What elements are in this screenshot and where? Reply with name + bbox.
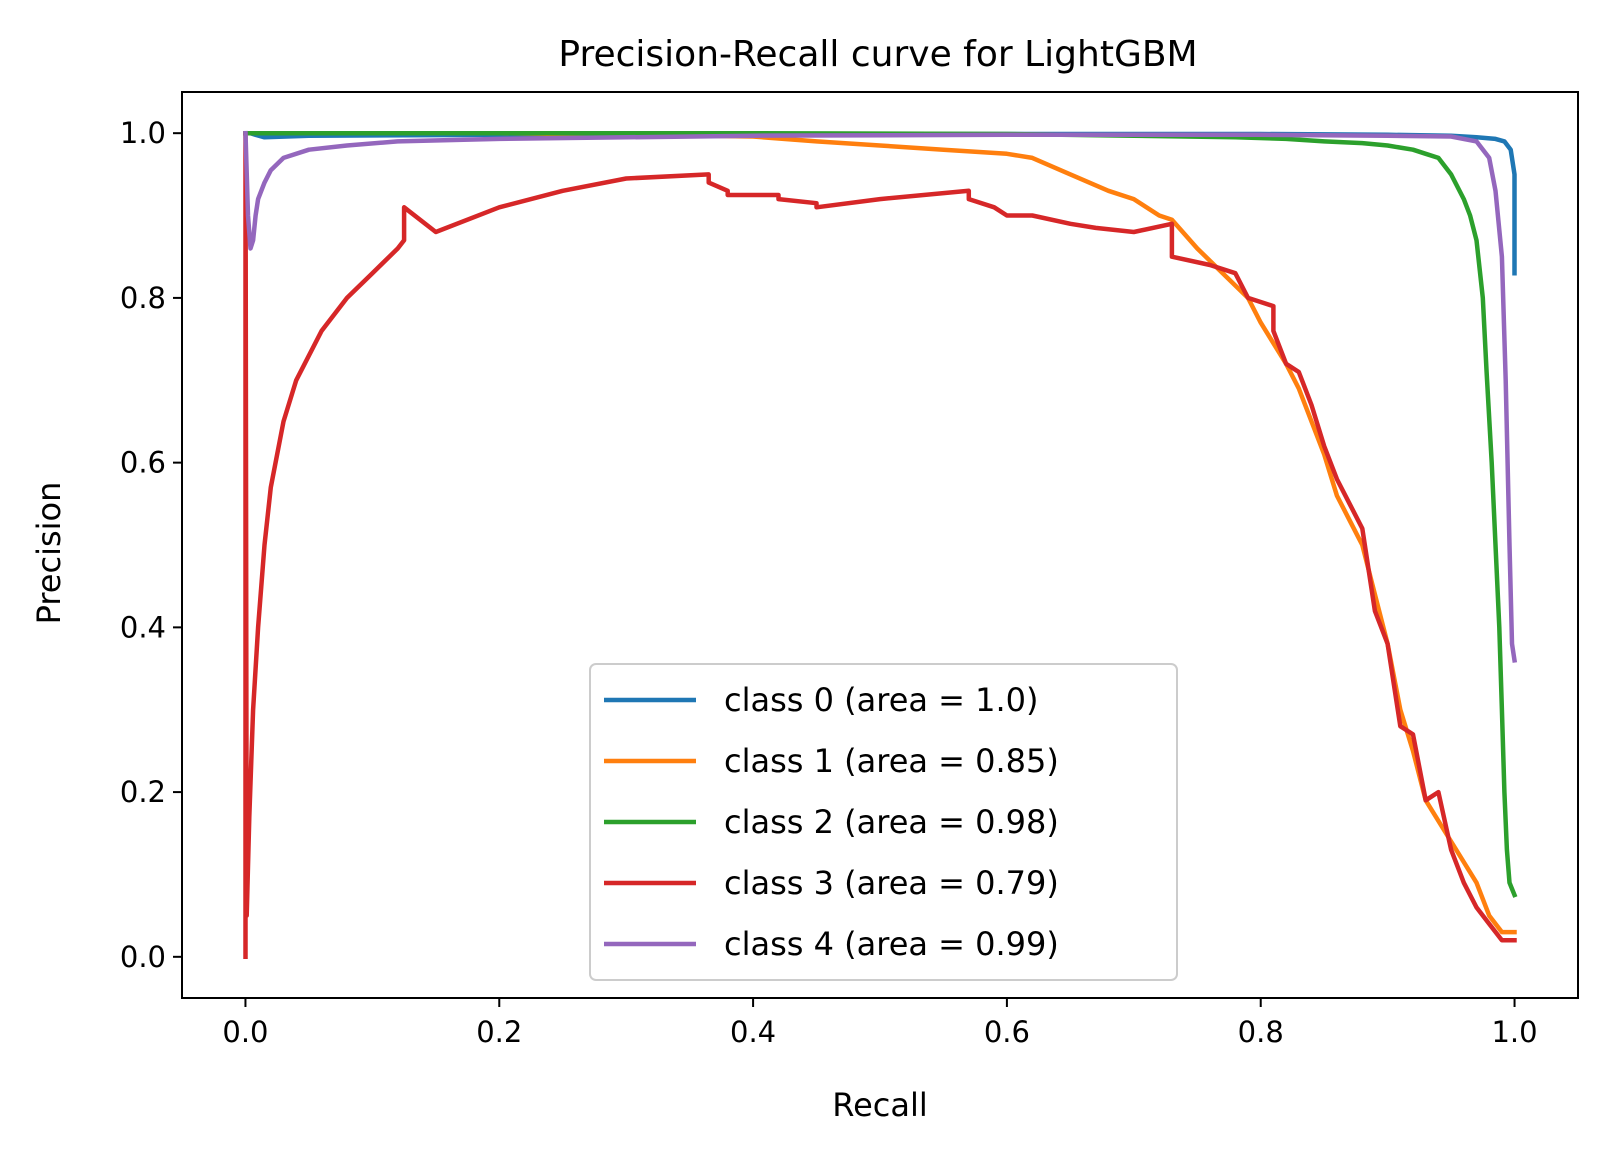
series-line-class-3 <box>243 130 1517 960</box>
y-axis: 0.0 0.2 0.4 0.6 0.8 1.0 <box>120 116 182 974</box>
legend-box <box>589 663 1178 981</box>
chart-title: Precision-Recall curve for LightGBM <box>558 34 1197 75</box>
x-tick-label: 0.8 <box>1238 1015 1284 1049</box>
legend: class 0 (area = 1.0) class 1 (area = 0.85… <box>589 663 1178 981</box>
series-line-class-0 <box>243 130 1517 276</box>
legend-label-class-4: class 4 (area = 0.99) <box>724 925 1059 963</box>
x-tick-label: 0.6 <box>984 1015 1030 1049</box>
legend-label-class-0: class 0 (area = 1.0) <box>724 681 1039 719</box>
series-line-class-4 <box>243 130 1518 663</box>
x-tick-label: 0.0 <box>222 1015 268 1049</box>
x-tick-label: 0.2 <box>476 1015 522 1049</box>
y-tick-label: 0.8 <box>120 281 166 315</box>
y-tick-label: 0.0 <box>120 940 166 974</box>
legend-label-class-3: class 3 (area = 0.79) <box>724 864 1059 902</box>
x-tick-label: 0.4 <box>730 1015 776 1049</box>
plot-frame <box>181 91 1579 999</box>
x-axis-label: Recall <box>832 1086 927 1124</box>
series-layer <box>243 130 1518 960</box>
y-tick-label: 0.2 <box>120 775 166 809</box>
y-axis-label: Precision <box>30 482 68 625</box>
y-tick-label: 0.4 <box>120 610 166 644</box>
legend-label-class-1: class 1 (area = 0.85) <box>724 742 1059 780</box>
x-axis: 0.0 0.2 0.4 0.6 0.8 1.0 <box>222 998 1538 1049</box>
legend-label-class-2: class 2 (area = 0.98) <box>724 803 1059 841</box>
y-tick-label: 1.0 <box>120 116 166 150</box>
x-tick-label: 1.0 <box>1491 1015 1537 1049</box>
y-tick-label: 0.6 <box>120 446 166 480</box>
